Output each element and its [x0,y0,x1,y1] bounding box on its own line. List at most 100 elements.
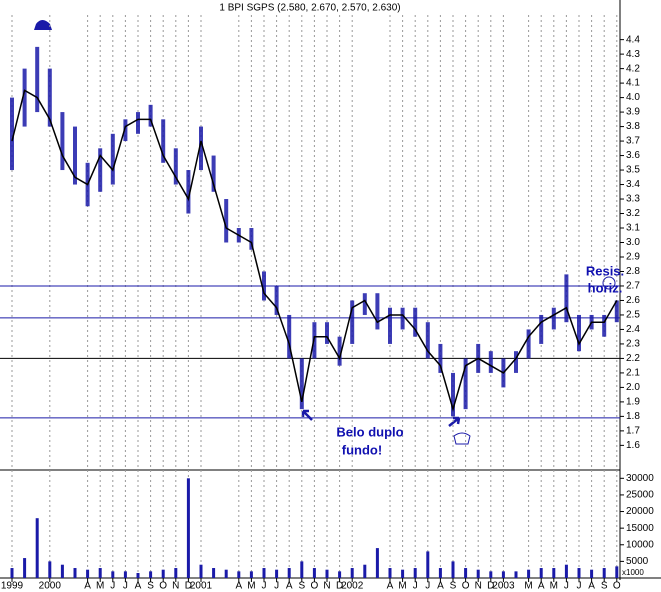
bull-icon [453,432,471,445]
x-tick-label: J [577,581,582,592]
x-tick-label: A [538,581,545,592]
volume-bar [577,568,581,578]
x-tick-label: D [487,581,494,592]
hilo-bar [337,336,342,366]
x-tick-label: M [247,581,255,592]
hilo-bar [173,148,178,185]
volume-bar [476,569,480,578]
hilo-bar [123,119,128,142]
volume-bar [249,571,253,578]
hilo-bar [22,68,27,127]
y-tick-label: 1.7 [626,426,640,437]
volume-bar [514,571,518,578]
y-tick-label: 2.2 [626,353,640,364]
hilo-bar [224,199,229,243]
x-tick-label: A [286,581,293,592]
volume-bar [363,564,367,578]
volume-bar [350,568,354,578]
y-tick-label: 1.9 [626,397,640,408]
hilo-bar [136,112,140,134]
x-tick-label: J [413,581,418,592]
y-tick-label: 2.6 [626,295,640,306]
x-tick-label: A [588,581,595,592]
hilo-bar [488,351,493,373]
volume-bar [123,571,127,578]
volume-bar [527,569,531,578]
volume-bar [98,568,102,578]
hilo-bar [10,97,14,171]
x-tick-label: S [601,581,608,592]
hilo-bar [526,329,531,359]
y-tick-label: 3.1 [626,223,640,234]
x-tick-label: J [110,581,115,592]
volume-tick-label: 10000 [626,539,654,550]
x-tick-label: 2001 [190,581,213,592]
x-tick-label: M [524,581,532,592]
volume-bar [388,568,392,578]
hilo-bar [98,148,103,192]
volume-bar [136,573,140,578]
hilo-bar [60,112,65,171]
hilo-bar [287,314,292,359]
hilo-bar [451,372,455,417]
volume-tick-label: 5000 [626,556,649,567]
hilo-bar [425,322,430,359]
y-tick-label: 3.3 [626,194,640,205]
volume-bar [590,569,594,578]
x-tick-label: J [123,581,128,592]
volume-bar [501,571,505,578]
x-tick-label: 2002 [341,581,364,592]
volume-bar [401,569,405,578]
hilo-bar [73,126,77,185]
volume-unit: x1000 [622,568,644,577]
volume-bar [199,564,203,578]
hilo-bar [551,307,556,330]
hilo-bar [413,307,418,337]
volume-bar [438,568,442,578]
x-tick-label: S [450,581,457,592]
volume-bar [552,568,556,578]
volume-bar [23,558,27,578]
volume-bar [262,568,266,578]
volume-bar [489,571,493,578]
y-tick-label: 2.7 [626,281,640,292]
y-tick-label: 2.5 [626,310,640,321]
x-tick-label: O [462,581,470,592]
y-tick-label: 3.0 [626,237,640,248]
volume-bar [325,569,329,578]
y-tick-label: 4.2 [626,63,640,74]
x-tick-label: M [550,581,558,592]
hilo-bar [362,293,367,315]
x-tick-label: D [336,581,343,592]
icon [602,276,616,290]
hilo-bar [148,104,153,127]
annotation: horiz. [588,280,623,295]
y-tick-label: 2.0 [626,382,640,393]
volume-bar [426,551,430,578]
volume-tick-label: 30000 [626,473,654,484]
volume-bar [212,568,216,578]
x-tick-label: M [96,581,104,592]
hilo-bar [186,170,191,214]
y-tick-label: 2.9 [626,252,640,263]
y-tick-label: 4.1 [626,78,640,89]
hilo-bar [274,285,279,315]
x-tick-label: N [172,581,179,592]
hilo-bar [438,343,443,373]
hilo-bar [514,351,518,373]
annotation: fundo! [342,442,382,457]
volume-bar [149,571,153,578]
volume-bar [186,478,190,578]
hilo-bar [161,119,166,163]
volume-bar [161,569,165,578]
hilo-bar [110,133,115,185]
x-tick-label: 2000 [39,581,62,592]
volume-bar [174,568,178,578]
volume-bar [48,561,52,578]
hilo-bar [262,271,266,301]
hilo-bar [325,322,329,344]
y-tick-label: 1.8 [626,411,640,422]
hilo-bar [539,314,544,344]
